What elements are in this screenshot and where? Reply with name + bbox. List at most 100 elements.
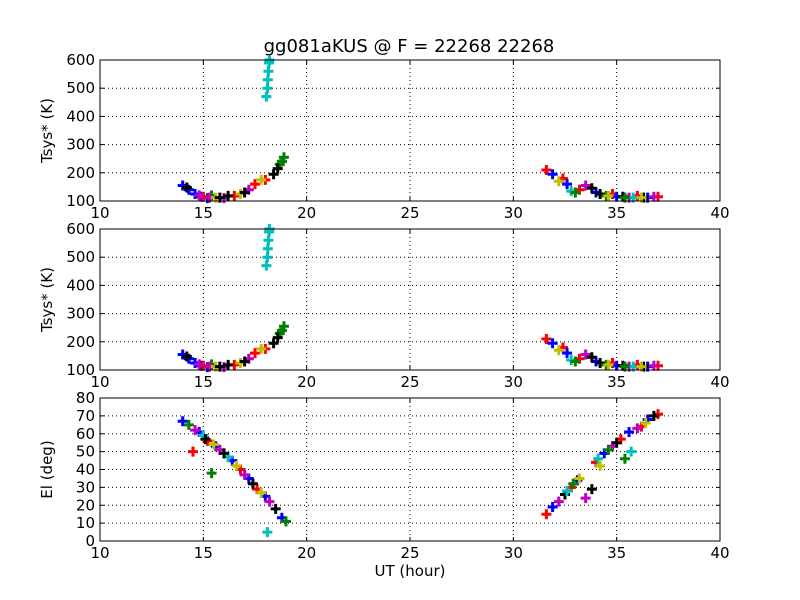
y-tick-label: 100 (66, 192, 95, 210)
data-point (256, 487, 267, 498)
data-point (223, 190, 234, 201)
panel-2: 10 15 20 25 30 35 40 100 200 300 400 500 600 Tsys* (K… (38, 220, 730, 391)
y-axis-label: El (deg) (38, 440, 56, 498)
data-point (256, 343, 267, 354)
data-point (595, 460, 606, 471)
data-point (632, 423, 643, 434)
data-point (250, 348, 260, 359)
y-tick-label: 80 (76, 389, 95, 407)
chart-title: gg081aKUS @ F = 22268 22268 (264, 36, 555, 57)
data-point (264, 496, 275, 507)
data-point (547, 169, 558, 180)
data-point (568, 478, 579, 489)
y-tick-label: 300 (66, 305, 95, 323)
data-point (281, 516, 291, 527)
x-tick-label: 35 (607, 373, 626, 391)
x-tick-label: 40 (710, 373, 729, 391)
data-point (570, 356, 581, 367)
data-point (206, 468, 217, 479)
x-tick-label: 35 (607, 544, 626, 562)
data-point (574, 473, 585, 484)
x-tick-label: 40 (710, 544, 729, 562)
data-point (239, 469, 250, 480)
series-4 (190, 425, 275, 507)
data-point (603, 359, 614, 370)
x-tick-label: 30 (504, 544, 523, 562)
data-point (262, 243, 273, 254)
data-point (256, 174, 267, 185)
data-point (190, 425, 201, 436)
data-point (586, 484, 597, 495)
data-point (231, 460, 242, 471)
y-tick-label: 300 (66, 136, 95, 154)
series-2 (183, 419, 291, 527)
y-tick-label: 400 (66, 107, 95, 125)
data-point (640, 418, 651, 429)
x-tick-label: 15 (194, 204, 213, 222)
data-point (553, 176, 564, 187)
data-point (562, 485, 573, 496)
series-7 (200, 434, 281, 514)
data-point (580, 493, 591, 504)
y-tick-label: 10 (76, 514, 95, 532)
data-point (181, 351, 192, 362)
data-point (239, 356, 250, 367)
axes-frame (99, 228, 721, 371)
data-point (268, 338, 279, 349)
x-tick-label: 15 (194, 544, 213, 562)
data-point (611, 437, 622, 448)
series-12 (562, 446, 637, 496)
series-5 (261, 224, 275, 271)
data-point (603, 444, 614, 455)
x-tick-label: 20 (297, 373, 316, 391)
y-tick-label: 70 (76, 407, 95, 425)
data-point (194, 190, 205, 201)
data-point (270, 503, 281, 514)
series-13 (568, 444, 630, 489)
data-point (262, 74, 273, 85)
x-tick-label: 20 (297, 544, 316, 562)
y-tick-label: 20 (76, 496, 95, 514)
data-point (648, 360, 659, 371)
x-tick-label: 30 (504, 204, 523, 222)
panel-1: 10 15 20 25 30 35 40 100 200 300 400 500 600 Tsys* (K… (38, 51, 730, 222)
y-axis-label: Tsys* (K) (38, 267, 56, 333)
data-point (593, 453, 604, 464)
data-point (276, 325, 287, 336)
x-tick-label: 10 (90, 204, 109, 222)
data-point (276, 156, 287, 167)
data-point (580, 349, 591, 360)
y-tick-label: 200 (66, 164, 95, 182)
series-14 (553, 176, 647, 203)
data-point (626, 446, 637, 457)
data-point (603, 190, 614, 201)
data-point (595, 357, 606, 368)
y-tick-label: 500 (66, 79, 95, 97)
data-point (272, 332, 283, 343)
data-point (547, 338, 558, 349)
data-point (586, 352, 597, 363)
series-7 (181, 163, 283, 203)
y-tick-label: 60 (76, 425, 95, 443)
y-tick-label: 40 (76, 461, 95, 479)
data-point (239, 187, 250, 198)
data-point (262, 252, 273, 263)
series-14 (574, 418, 651, 484)
y-tick-label: 0 (85, 532, 95, 550)
data-point (183, 419, 194, 430)
y-tick-label: 500 (66, 248, 95, 266)
data-point (553, 345, 564, 356)
data-point (181, 182, 192, 193)
y-tick-label: 30 (76, 478, 95, 496)
y-tick-label: 200 (66, 333, 95, 351)
data-point (570, 187, 581, 198)
x-axis-label: UT (hour) (375, 562, 446, 580)
y-tick-label: 600 (66, 220, 95, 238)
x-tick-label: 40 (710, 204, 729, 222)
data-point (250, 179, 260, 190)
data-point (595, 188, 606, 199)
x-tick-label: 35 (607, 204, 626, 222)
data-point (262, 83, 273, 94)
